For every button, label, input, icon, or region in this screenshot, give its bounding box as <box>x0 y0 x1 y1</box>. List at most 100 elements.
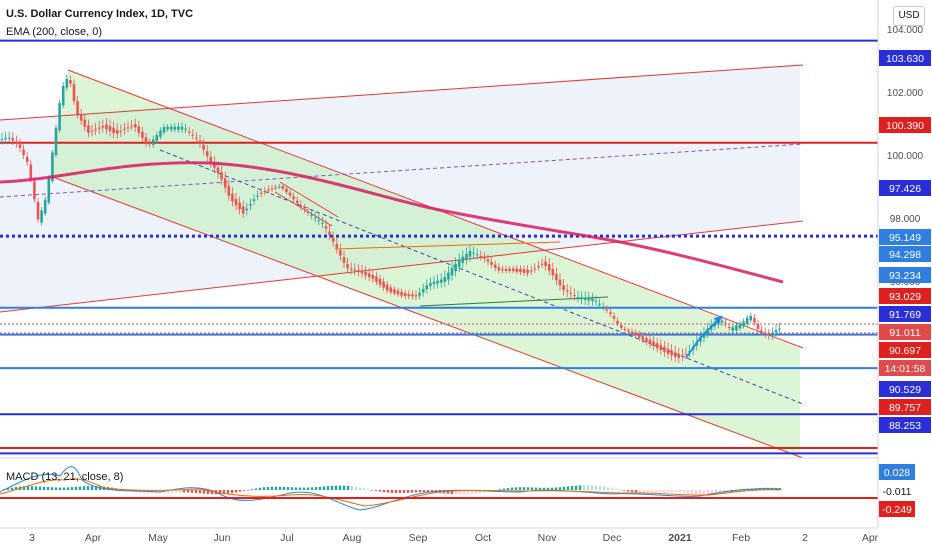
candle-body <box>609 312 612 314</box>
price-axis-tick: 100.000 <box>887 151 924 162</box>
candle-body <box>749 315 753 321</box>
time-axis-label: Oct <box>475 532 491 544</box>
candle-body <box>389 287 393 293</box>
candle-body <box>173 126 177 130</box>
price-marker-label: 93.029 <box>889 291 921 303</box>
candle-body <box>623 328 627 330</box>
candle-body <box>299 204 303 207</box>
candle-body <box>555 274 558 281</box>
candle-body <box>69 80 72 84</box>
candle-body <box>198 140 202 144</box>
macd-bar <box>422 490 426 493</box>
time-axis-label: Apr <box>85 532 102 544</box>
candle-body <box>724 323 727 325</box>
candle-body <box>313 217 317 219</box>
macd-bar <box>46 487 50 490</box>
currency-button[interactable]: USD <box>893 6 925 26</box>
macd-bar <box>742 490 746 491</box>
candle-body <box>349 268 353 270</box>
candle-body <box>76 101 79 115</box>
range-bottom-line <box>419 296 609 307</box>
candle-body <box>281 186 285 189</box>
macd-bar <box>386 490 390 493</box>
price-axis-tick: 98.000 <box>890 214 921 225</box>
macd-bar <box>410 490 414 493</box>
macd-bar <box>326 486 330 490</box>
macd-bar <box>378 490 382 492</box>
macd-bar <box>622 490 626 491</box>
candle-body <box>0 139 4 141</box>
macd-bar <box>650 490 654 493</box>
macd-bar <box>414 490 418 493</box>
candle-body <box>396 290 400 295</box>
rising-channel-bottom <box>0 220 804 313</box>
macd-bar <box>418 490 422 493</box>
candle-body <box>65 78 69 88</box>
candle-body <box>439 279 443 283</box>
macd-bar <box>38 486 42 490</box>
candle-body <box>324 226 328 229</box>
macd-bar <box>194 490 198 494</box>
candle-body <box>663 346 666 352</box>
price-marker-tag <box>879 360 931 376</box>
candle-body <box>18 144 22 148</box>
candle-body <box>184 128 187 130</box>
macd-bar <box>294 487 298 490</box>
candle-body <box>130 125 133 127</box>
candle-body <box>627 330 630 332</box>
candle-body <box>346 264 349 268</box>
time-axis-label: 2 <box>802 532 808 544</box>
candle-body <box>605 309 609 311</box>
macd-bar <box>190 490 194 493</box>
candle-body <box>141 131 144 138</box>
macd-bar <box>182 490 186 493</box>
candle-body <box>105 124 108 130</box>
price-marker-label: 91.011 <box>889 327 920 339</box>
candle-body <box>720 320 724 323</box>
candle-body <box>753 318 756 323</box>
candle-body <box>137 126 141 133</box>
candle-body <box>558 279 562 286</box>
range-top-line <box>334 241 561 250</box>
candle-body <box>670 350 673 356</box>
candle-body <box>29 164 33 179</box>
candle-body <box>72 84 76 102</box>
macd-bar <box>210 490 214 495</box>
candle-body <box>645 338 648 342</box>
falling-channel-mid <box>159 149 804 405</box>
candle-body <box>79 114 83 121</box>
macd-bar <box>206 490 210 494</box>
macd-bar <box>306 487 310 490</box>
candle-body <box>598 303 601 305</box>
macd-bar <box>542 487 546 490</box>
macd-signal-line <box>0 478 781 507</box>
candle-body <box>540 263 544 265</box>
macd-bar <box>362 488 366 490</box>
macd-bar <box>406 490 410 493</box>
candle-body <box>43 199 47 214</box>
macd-marker-label: 0.028 <box>884 467 910 479</box>
macd-bar <box>14 487 18 490</box>
candle-body <box>263 191 267 193</box>
candle-body <box>569 292 573 294</box>
candle-body <box>504 269 508 271</box>
macd-bar <box>338 485 342 490</box>
candle-body <box>177 126 180 130</box>
candle-body <box>342 257 346 263</box>
candle-body <box>652 341 655 347</box>
candle-body <box>151 139 155 145</box>
macd-bar <box>218 490 222 495</box>
macd-bar <box>10 487 14 490</box>
time-axis-label: Sep <box>409 532 428 544</box>
candle-body <box>511 268 515 272</box>
candle-body <box>335 243 339 249</box>
macd-bar <box>634 490 638 493</box>
candle-body <box>61 85 65 106</box>
candle-body <box>256 195 259 197</box>
macd-bar <box>734 490 738 492</box>
macd-bar <box>610 488 614 490</box>
macd-bar <box>514 487 518 490</box>
candle-body <box>403 293 407 297</box>
projection-arrowhead <box>714 316 722 324</box>
